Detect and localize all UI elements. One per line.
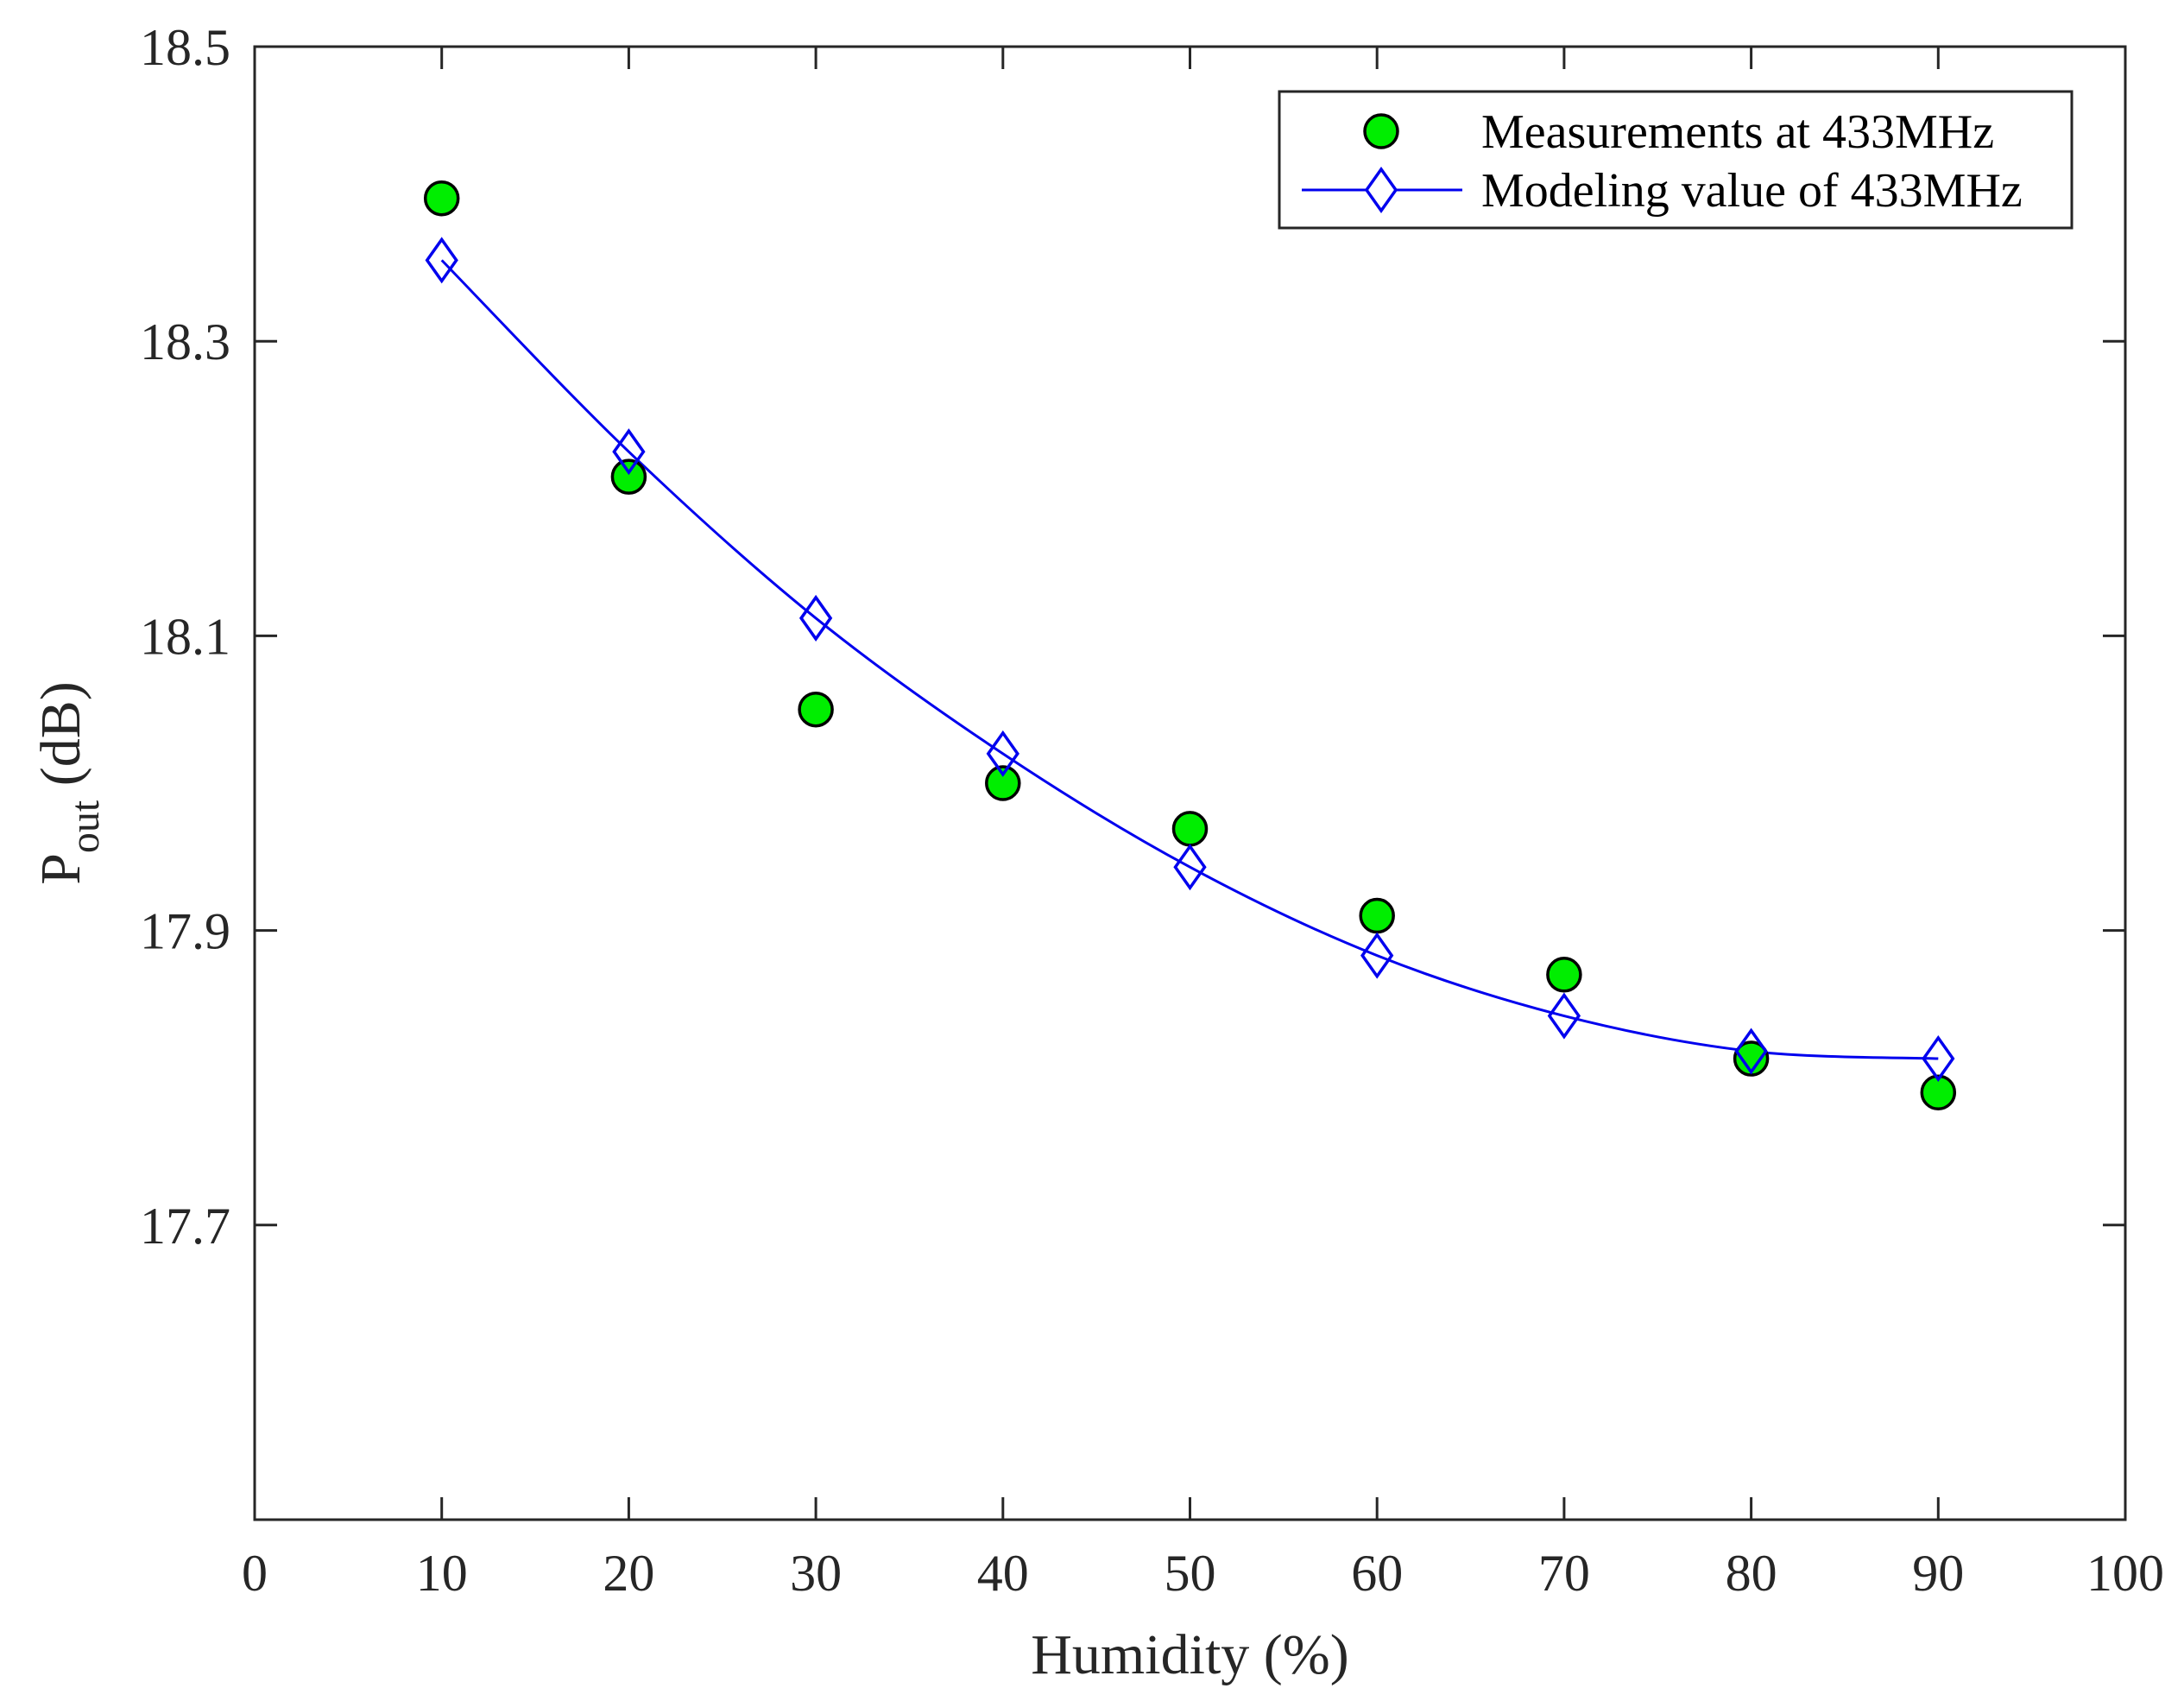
ticks-layer: 0 10 20 30 40 50 60 70 80 90 100 17.7 17.9 18.1 18.3 18… bbox=[140, 19, 2164, 1602]
y-tick-label-17.7: 17.7 bbox=[140, 1198, 230, 1255]
axes-layer bbox=[253, 45, 2127, 1521]
y-tick-label-18.3: 18.3 bbox=[140, 313, 230, 370]
modeling-point-60 bbox=[1360, 932, 1394, 979]
labels-layer: Humidity (%) Pout (dB) bbox=[29, 681, 1349, 1686]
modeling-point-70 bbox=[1547, 992, 1581, 1040]
modeling-point-40 bbox=[986, 730, 1019, 777]
series-layer bbox=[423, 180, 1957, 1111]
x-tick-label-10: 10 bbox=[416, 1545, 468, 1602]
legend-marker-measurements bbox=[1363, 113, 1399, 149]
x-tick-label-80: 80 bbox=[1726, 1545, 1777, 1602]
legend-entry-modeling: Modeling value of 433MHz bbox=[1481, 164, 2023, 218]
y-axis-title-subscript: out bbox=[62, 800, 108, 853]
y-tick-label-17.9: 17.9 bbox=[140, 903, 230, 960]
measurement-point-80 bbox=[1733, 1040, 1770, 1077]
x-axis-title: Humidity (%) bbox=[1031, 1623, 1348, 1686]
legend-entry-measurements: Measurements at 433MHz bbox=[1481, 105, 1994, 159]
modeling-point-80 bbox=[1734, 1028, 1768, 1075]
modeling-point-10 bbox=[425, 237, 458, 284]
modeling-point-20 bbox=[612, 428, 646, 476]
x-tick-label-50: 50 bbox=[1165, 1545, 1216, 1602]
y-axis-title: Pout (dB) bbox=[29, 681, 108, 885]
axes-box bbox=[253, 45, 2127, 1521]
modeling-point-50 bbox=[1173, 844, 1207, 891]
x-tick-label-70: 70 bbox=[1538, 1545, 1590, 1602]
measurement-point-40 bbox=[985, 765, 1021, 801]
measurement-point-10 bbox=[423, 180, 460, 217]
x-tick-label-90: 90 bbox=[1912, 1545, 1964, 1602]
legend-box bbox=[1278, 90, 2074, 230]
modeling-point-30 bbox=[798, 594, 833, 642]
measurement-point-60 bbox=[1359, 897, 1395, 934]
y-tick-label-18.1: 18.1 bbox=[140, 608, 230, 665]
modeling-point-90 bbox=[1922, 1034, 1955, 1083]
x-tick-label-30: 30 bbox=[790, 1545, 842, 1602]
measurement-point-30 bbox=[798, 691, 834, 728]
x-tick-label-40: 40 bbox=[977, 1545, 1029, 1602]
x-tick-label-100: 100 bbox=[2086, 1545, 2164, 1602]
legend: Measurements at 433MHz Modeling value of… bbox=[1278, 90, 2074, 230]
y-axis-title-base: P bbox=[29, 853, 92, 885]
measurement-point-90 bbox=[1920, 1074, 1957, 1111]
x-tick-label-60: 60 bbox=[1351, 1545, 1403, 1602]
measurement-point-70 bbox=[1546, 957, 1582, 993]
legend-marker-modeling bbox=[1364, 166, 1398, 214]
y-axis-title-suffix: (dB) bbox=[29, 681, 92, 800]
x-tick-label-20: 20 bbox=[603, 1545, 654, 1602]
measurement-point-20 bbox=[610, 458, 647, 495]
x-tick-label-0: 0 bbox=[242, 1545, 268, 1602]
y-tick-label-18.5: 18.5 bbox=[140, 19, 230, 76]
modeling-curve bbox=[440, 259, 1939, 1060]
measurement-point-50 bbox=[1171, 811, 1209, 847]
